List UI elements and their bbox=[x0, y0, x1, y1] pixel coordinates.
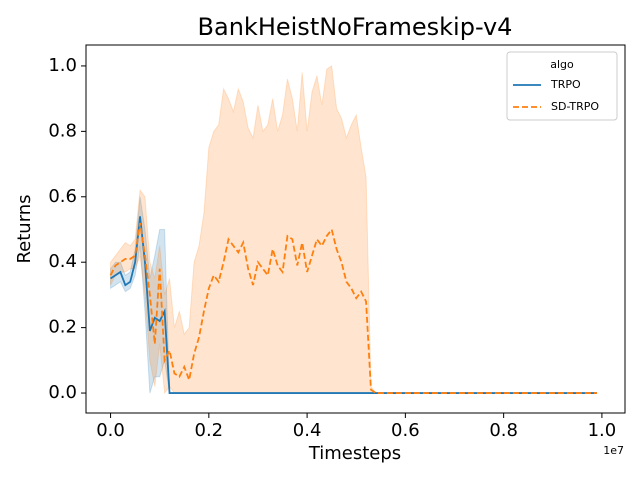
x-tick-label: 0.4 bbox=[293, 420, 322, 441]
y-tick-label: 0.2 bbox=[48, 317, 77, 338]
y-tick-label: 1.0 bbox=[48, 55, 77, 76]
x-offset-label: 1e7 bbox=[603, 444, 624, 457]
x-tick-label: 0.6 bbox=[391, 420, 420, 441]
legend-label: SD-TRPO bbox=[551, 100, 599, 113]
y-tick-label: 0.4 bbox=[48, 251, 77, 272]
legend-title: algo bbox=[550, 58, 574, 71]
x-tick-label: 0.8 bbox=[489, 420, 518, 441]
legend-box bbox=[506, 51, 618, 121]
x-tick-label: 0.0 bbox=[96, 420, 125, 441]
y-tick-label: 0.0 bbox=[48, 382, 77, 403]
x-tick-label: 0.2 bbox=[195, 420, 224, 441]
chart-title: BankHeistNoFrameskip-v4 bbox=[198, 13, 513, 41]
x-tick-label: 1.0 bbox=[588, 420, 617, 441]
legend-label: TRPO bbox=[550, 78, 581, 91]
legend: algo TRPO SD-TRPO bbox=[506, 51, 618, 121]
y-tick-label: 0.6 bbox=[48, 186, 77, 207]
y-axis-label: Returns bbox=[14, 194, 35, 263]
series-line bbox=[110, 216, 597, 394]
series-line bbox=[109, 222, 597, 394]
plot-area bbox=[109, 65, 597, 395]
x-axis-label: Timesteps bbox=[308, 443, 401, 464]
axes-frame bbox=[85, 44, 626, 414]
y-tick-label: 0.8 bbox=[48, 120, 77, 141]
